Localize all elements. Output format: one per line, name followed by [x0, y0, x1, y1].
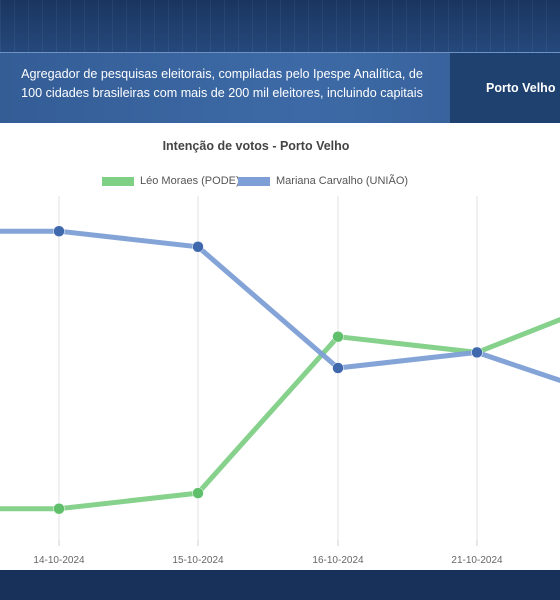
- header-background: [0, 0, 560, 52]
- data-point-leo-moraes-14-10-2024[interactable]: [53, 502, 65, 515]
- legend-swatch-leo-moraes: [102, 176, 134, 186]
- chart-legend: Léo Moraes (PODE) Mariana Carvalho (UNIÃ…: [0, 175, 560, 191]
- bottom-bar: [0, 570, 560, 600]
- legend-item-leo-moraes[interactable]: Léo Moraes (PODE): [102, 175, 240, 187]
- city-tab[interactable]: Porto Velho: [450, 53, 560, 123]
- data-point-mariana-carvalho-21-10-2024[interactable]: [471, 346, 483, 359]
- legend-item-mariana-carvalho[interactable]: Mariana Carvalho (UNIÃO): [238, 175, 408, 187]
- series-line-mariana-carvalho: [0, 228, 560, 384]
- x-tick-label-15-10-2024: 15-10-2024: [172, 555, 224, 566]
- data-point-mariana-carvalho-15-10-2024[interactable]: [192, 241, 204, 253]
- data-point-mariana-carvalho-16-10-2024[interactable]: [332, 362, 344, 374]
- data-point-leo-moraes-15-10-2024[interactable]: [192, 487, 204, 499]
- legend-swatch-mariana-carvalho: [238, 176, 270, 186]
- data-point-mariana-carvalho-14-10-2024[interactable]: [53, 225, 65, 237]
- series-line-leo-moraes: [0, 316, 560, 512]
- legend-label-mariana-carvalho: Mariana Carvalho (UNIÃO): [276, 175, 409, 187]
- chart-title: Intenção de votos - Porto Velho: [162, 139, 350, 153]
- chart-grid: [58, 196, 478, 546]
- chart-panel: [0, 123, 560, 570]
- x-tick-label-21-10-2024: 21-10-2024: [451, 555, 503, 566]
- x-tick-label-14-10-2024: 14-10-2024: [33, 555, 85, 566]
- legend-label-leo-moraes: Léo Moraes (PODE): [140, 175, 240, 187]
- banner-line-1: Agregador de pesquisas eleitorais, compi…: [21, 67, 423, 81]
- x-tick-label-16-10-2024: 16-10-2024: [312, 555, 364, 566]
- banner-description: Agregador de pesquisas eleitorais, compi…: [2, 65, 442, 103]
- x-axis-ticks: 13-10-202414-10-202415-10-202416-10-2024…: [33, 555, 503, 566]
- info-banner: Agregador de pesquisas eleitorais, compi…: [0, 52, 560, 124]
- series-layer: [0, 225, 560, 515]
- data-point-leo-moraes-16-10-2024[interactable]: [332, 330, 344, 343]
- banner-line-2: 100 cidades brasileiras com mais de 200 …: [21, 86, 423, 100]
